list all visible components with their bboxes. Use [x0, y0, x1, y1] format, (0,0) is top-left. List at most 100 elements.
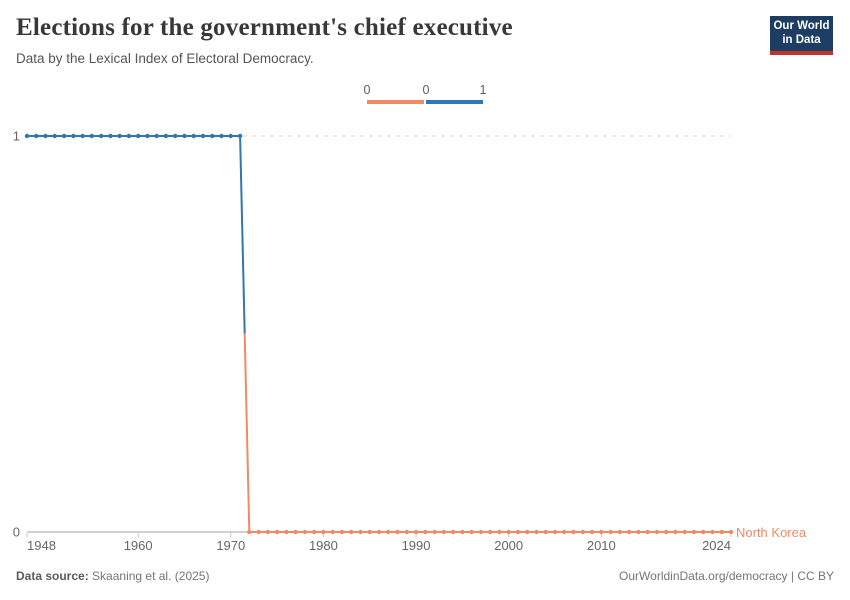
- data-point[interactable]: [61, 133, 67, 139]
- data-point[interactable]: [98, 133, 104, 139]
- data-point[interactable]: [163, 133, 169, 139]
- data-point[interactable]: [312, 529, 317, 535]
- data-point[interactable]: [562, 529, 567, 535]
- data-point[interactable]: [43, 133, 48, 139]
- data-point[interactable]: [617, 529, 622, 535]
- data-point[interactable]: [80, 133, 85, 139]
- data-point[interactable]: [710, 529, 715, 535]
- data-point[interactable]: [395, 529, 400, 535]
- data-point[interactable]: [664, 529, 669, 535]
- legend-segment-0[interactable]: [367, 100, 424, 104]
- data-point[interactable]: [571, 529, 576, 535]
- owid-logo-line1: Our World: [773, 20, 830, 32]
- legend-segment-1[interactable]: [426, 100, 483, 104]
- legend-bar: [367, 100, 483, 104]
- data-point[interactable]: [654, 529, 660, 535]
- legend-tick-1: 0: [422, 83, 430, 97]
- data-point[interactable]: [506, 529, 511, 535]
- data-point[interactable]: [339, 529, 345, 535]
- owid-logo-line2: in Data: [782, 33, 821, 46]
- data-point[interactable]: [274, 529, 280, 535]
- data-point[interactable]: [580, 529, 585, 535]
- data-point[interactable]: [728, 529, 734, 535]
- data-point[interactable]: [219, 133, 224, 139]
- data-point[interactable]: [469, 529, 474, 535]
- data-point[interactable]: [367, 529, 372, 535]
- owid-logo[interactable]: Our World in Data: [770, 16, 833, 55]
- data-point[interactable]: [237, 133, 243, 139]
- data-point[interactable]: [210, 133, 215, 139]
- data-point[interactable]: [478, 529, 484, 535]
- data-point[interactable]: [284, 529, 289, 535]
- data-point[interactable]: [117, 133, 122, 139]
- data-point[interactable]: [450, 529, 456, 535]
- x-axis-label: 1990: [402, 538, 431, 553]
- data-point[interactable]: [89, 133, 95, 139]
- data-point[interactable]: [265, 529, 270, 535]
- data-point[interactable]: [145, 133, 150, 139]
- data-point[interactable]: [126, 133, 132, 139]
- x-axis-label: 1960: [124, 538, 153, 553]
- data-point[interactable]: [534, 529, 539, 535]
- data-point[interactable]: [404, 529, 409, 535]
- data-point[interactable]: [247, 529, 252, 535]
- data-point[interactable]: [488, 529, 493, 535]
- entity-label[interactable]: North Korea: [736, 525, 807, 540]
- data-point[interactable]: [701, 529, 706, 535]
- data-point[interactable]: [719, 529, 724, 535]
- data-point[interactable]: [173, 133, 178, 139]
- data-point[interactable]: [552, 529, 558, 535]
- data-point[interactable]: [191, 133, 196, 139]
- data-point[interactable]: [423, 529, 428, 535]
- data-point[interactable]: [441, 529, 446, 535]
- data-point[interactable]: [413, 529, 419, 535]
- data-point[interactable]: [386, 529, 391, 535]
- data-point[interactable]: [358, 529, 363, 535]
- x-axis-label: 2024: [702, 538, 731, 553]
- data-point[interactable]: [302, 529, 308, 535]
- data-point[interactable]: [673, 529, 678, 535]
- data-point[interactable]: [293, 529, 298, 535]
- data-point[interactable]: [182, 133, 187, 139]
- data-point[interactable]: [460, 529, 465, 535]
- data-point[interactable]: [71, 133, 76, 139]
- data-point[interactable]: [200, 133, 206, 139]
- data-point[interactable]: [543, 529, 548, 535]
- data-point[interactable]: [626, 529, 632, 535]
- data-point[interactable]: [108, 133, 113, 139]
- data-source-label: Data source:: [16, 569, 89, 583]
- data-point[interactable]: [497, 529, 502, 535]
- x-axis-label: 1970: [216, 538, 245, 553]
- page-subtitle: Data by the Lexical Index of Electoral D…: [16, 51, 314, 66]
- data-point[interactable]: [256, 529, 261, 535]
- data-point[interactable]: [330, 529, 335, 535]
- series-line[interactable]: [243, 333, 732, 533]
- series-line[interactable]: [26, 135, 246, 335]
- data-point[interactable]: [589, 529, 595, 535]
- data-point[interactable]: [136, 133, 141, 139]
- data-point[interactable]: [691, 529, 697, 535]
- data-point[interactable]: [599, 529, 604, 535]
- data-point[interactable]: [515, 529, 521, 535]
- data-point[interactable]: [321, 529, 326, 535]
- data-point[interactable]: [52, 133, 57, 139]
- x-axis-label: 1948: [27, 538, 56, 553]
- data-source: Data source: Skaaning et al. (2025): [16, 569, 209, 583]
- data-point[interactable]: [432, 529, 437, 535]
- x-axis-label: 2010: [587, 538, 616, 553]
- line-chart: 1948 1960 1970 1980 1990 2000 2010 2024 0 1: [13, 129, 734, 553]
- data-point[interactable]: [154, 133, 159, 139]
- data-point[interactable]: [608, 529, 613, 535]
- y-axis-label: 0: [13, 525, 20, 540]
- data-point[interactable]: [682, 529, 687, 535]
- page-title: Elections for the government's chief exe…: [16, 14, 513, 41]
- data-point[interactable]: [525, 529, 530, 535]
- data-point[interactable]: [228, 133, 233, 139]
- data-point[interactable]: [24, 133, 30, 139]
- credit-link[interactable]: OurWorldinData.org/democracy | CC BY: [619, 569, 834, 583]
- data-point[interactable]: [645, 529, 650, 535]
- data-point[interactable]: [349, 529, 354, 535]
- data-point[interactable]: [376, 529, 382, 535]
- data-point[interactable]: [34, 133, 39, 139]
- data-point[interactable]: [636, 529, 641, 535]
